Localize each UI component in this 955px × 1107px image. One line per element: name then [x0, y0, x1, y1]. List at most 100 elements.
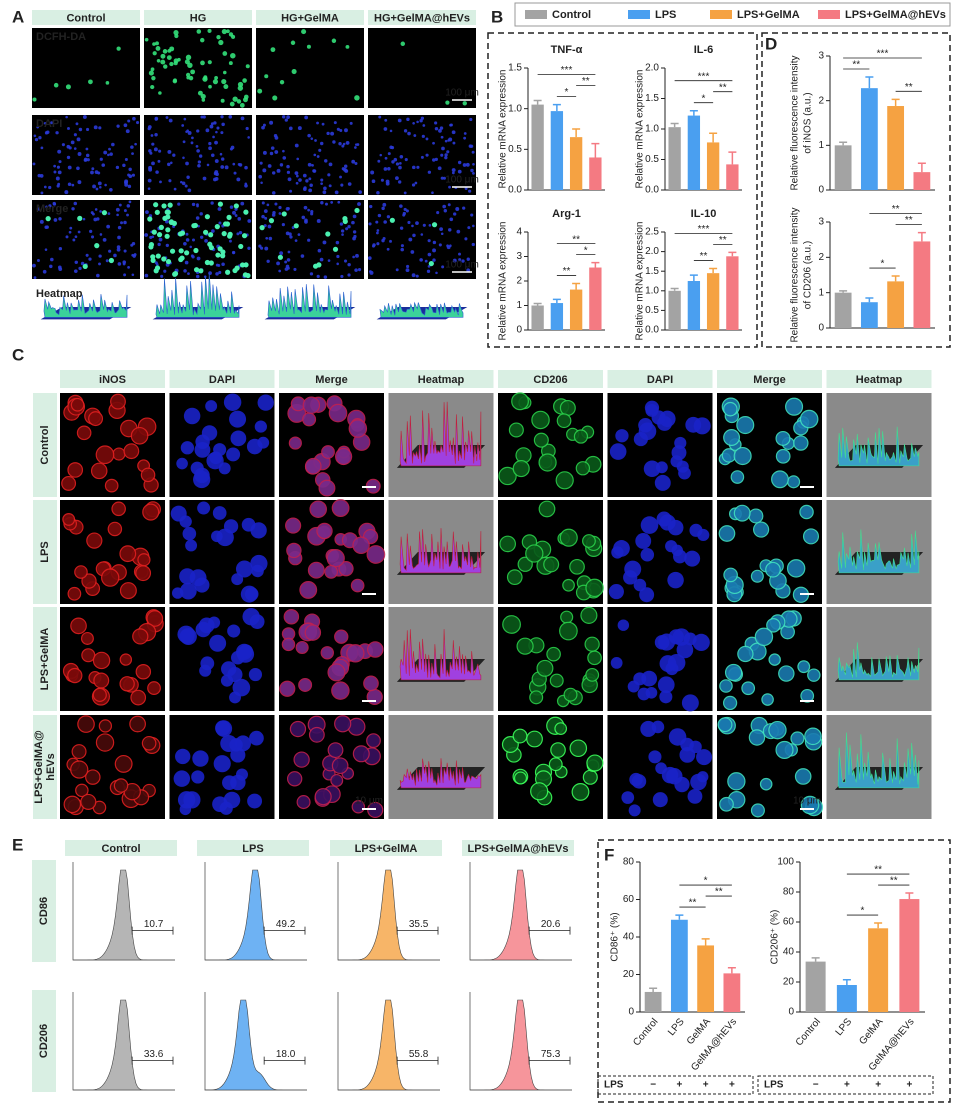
column-header-bg [60, 370, 165, 388]
cell [301, 29, 307, 35]
cell [173, 78, 177, 83]
chart-title: Arg-1 [552, 208, 581, 220]
cell [179, 582, 197, 600]
cell [533, 432, 549, 448]
cell [62, 512, 76, 526]
cell [221, 157, 225, 161]
cell [395, 176, 399, 181]
cell [794, 768, 812, 785]
cell [717, 717, 733, 733]
cell [334, 715, 352, 733]
cell [80, 793, 97, 811]
cell [232, 251, 235, 255]
cell [73, 269, 78, 274]
cell [83, 158, 88, 162]
cell [131, 273, 135, 277]
cell [428, 224, 432, 227]
cell [181, 124, 185, 127]
column-header: Control [66, 12, 105, 24]
cell [196, 204, 199, 208]
cell [85, 153, 90, 158]
cell [548, 757, 563, 772]
micrograph [368, 28, 476, 108]
cell [183, 241, 187, 246]
significance-label: ** [852, 60, 860, 71]
cell [44, 248, 48, 251]
cell [316, 218, 321, 223]
cell [347, 262, 351, 267]
column-header: LPS [242, 843, 263, 855]
cell [120, 221, 124, 225]
cell [370, 170, 375, 175]
column-header-bg [462, 840, 574, 856]
cell [124, 157, 128, 162]
micrograph [32, 28, 140, 108]
y-tick-label: 0.0 [645, 185, 659, 196]
cell [733, 446, 752, 466]
cell [216, 528, 234, 547]
heatmap-surface [379, 301, 464, 318]
cell [117, 262, 122, 266]
cell [671, 544, 683, 557]
cell [464, 237, 468, 241]
y-tick-label: 1.0 [645, 285, 659, 296]
cell [200, 37, 205, 43]
row-header-bg [33, 393, 57, 497]
cell [210, 153, 215, 158]
cell [195, 145, 199, 148]
cell [176, 457, 188, 470]
cell [468, 144, 473, 148]
cell [165, 243, 169, 248]
cell [416, 165, 420, 169]
cell [692, 633, 710, 652]
cell [151, 75, 156, 81]
cell [363, 675, 379, 692]
cell [71, 183, 75, 187]
cell [237, 81, 244, 88]
cell [108, 249, 112, 253]
cell [272, 210, 276, 215]
legend-swatch [710, 10, 732, 19]
cell [196, 149, 200, 153]
cell [438, 128, 442, 133]
cell [57, 182, 61, 186]
cell [408, 237, 413, 242]
cell [340, 274, 344, 279]
cell [407, 131, 411, 136]
bar [834, 292, 852, 328]
cell [274, 202, 278, 206]
cell [804, 727, 822, 746]
cell [271, 191, 276, 195]
cell [88, 79, 93, 85]
cell [470, 168, 474, 173]
cell [421, 134, 425, 138]
cell [351, 159, 356, 164]
cell [384, 118, 388, 122]
cell [391, 160, 395, 164]
cell [337, 200, 341, 204]
cell [197, 163, 201, 168]
lps-row-frame [597, 1075, 754, 1095]
cell [247, 136, 250, 139]
gate-label: 49.2 [276, 919, 296, 930]
cell [296, 174, 299, 178]
cell [132, 116, 136, 121]
significance-label: ** [689, 898, 697, 909]
cell [70, 617, 87, 635]
cell [723, 429, 741, 447]
bar [531, 104, 544, 190]
column-header-bg [197, 840, 309, 856]
cell [190, 254, 194, 258]
cell [390, 145, 395, 150]
cell [158, 224, 164, 230]
row-header-bg [32, 990, 56, 1092]
cell [378, 115, 382, 119]
cell [447, 203, 451, 207]
cell [641, 670, 658, 687]
cell [659, 690, 673, 704]
error-bar [572, 128, 581, 138]
cell [372, 243, 376, 247]
cell [117, 235, 121, 240]
cell [750, 569, 764, 583]
cell [39, 173, 44, 178]
